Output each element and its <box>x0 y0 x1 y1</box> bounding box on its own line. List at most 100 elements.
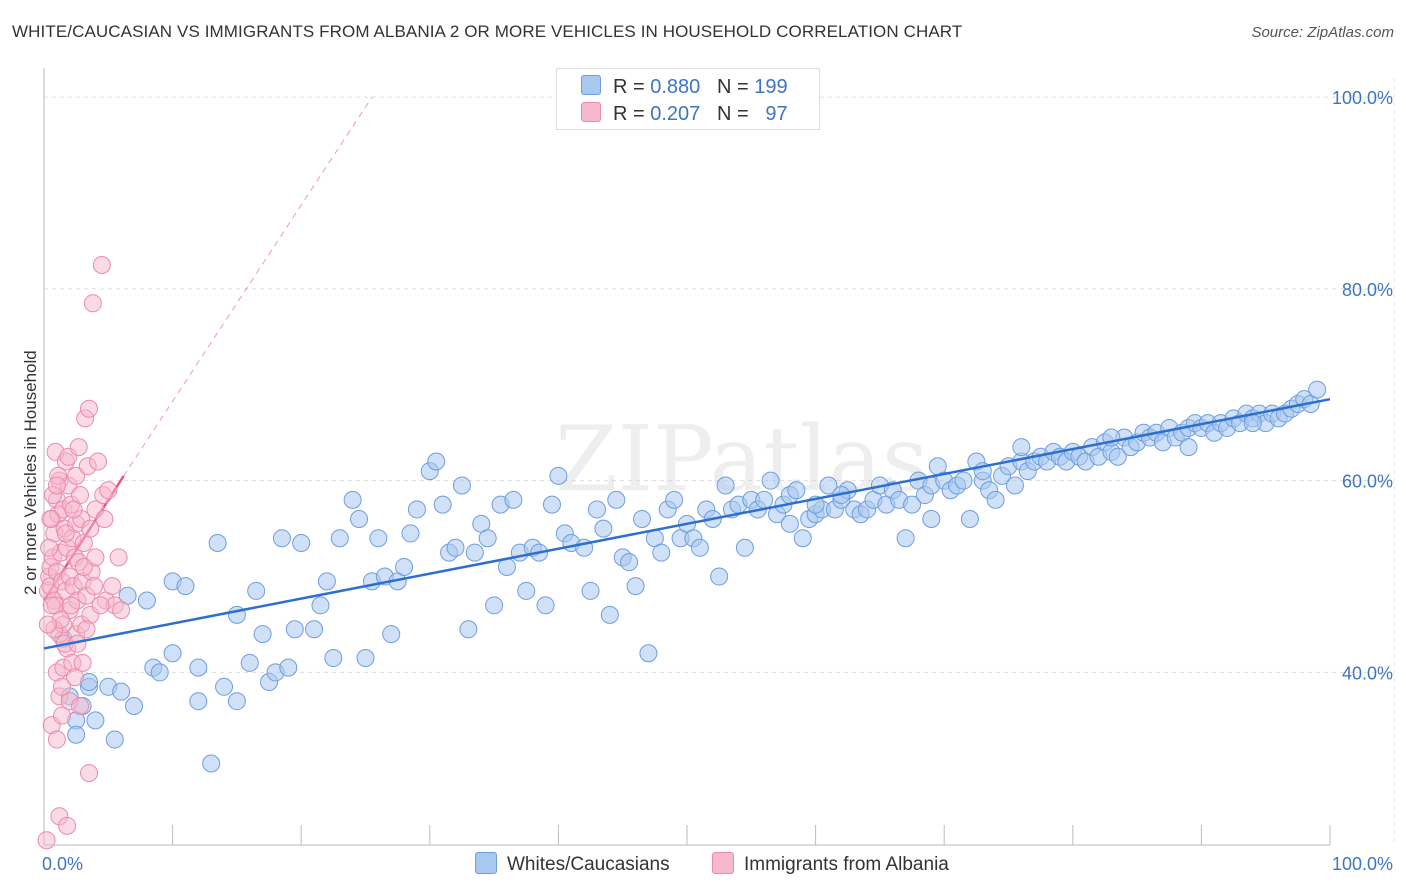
blue-point <box>446 538 465 557</box>
source-label: Source: ZipAtlas.com <box>1251 24 1394 41</box>
pink-point <box>83 294 102 313</box>
blue-point <box>735 538 754 557</box>
blue-point <box>369 529 388 548</box>
y-tick-label: 40.0% <box>1342 663 1393 683</box>
blue-point <box>626 577 645 596</box>
pink-point <box>80 399 99 418</box>
pink-point <box>91 596 110 615</box>
blue-point <box>67 725 86 744</box>
blue-point <box>202 754 221 773</box>
y-tick-label: 60.0% <box>1342 472 1393 492</box>
blue-point <box>305 620 324 639</box>
blue-point <box>986 490 1005 509</box>
n-value: 97 <box>765 103 788 125</box>
blue-point <box>819 476 838 495</box>
blue-point <box>317 572 336 591</box>
axes <box>43 68 1331 846</box>
blue-point <box>690 538 709 557</box>
blue-point <box>433 495 452 514</box>
blue-point <box>1012 438 1031 457</box>
blue-point <box>163 644 182 663</box>
pink-point <box>67 466 86 485</box>
blue-point <box>594 519 613 538</box>
legend-row-whites: R = 0.880 N = 199 <box>581 75 788 99</box>
n-value: 199 <box>754 76 788 98</box>
legend-item-whites[interactable]: Whites/Caucasians <box>475 852 670 876</box>
blue-point <box>292 533 311 552</box>
pink-point <box>62 596 81 615</box>
pink-point <box>71 696 90 715</box>
pink-point <box>41 510 60 529</box>
pink-point <box>37 831 56 850</box>
legend-item-albania[interactable]: Immigrants from Albania <box>712 852 949 876</box>
pink-point <box>53 706 72 725</box>
y-axis-label: 2 or more Vehicles in Household <box>21 350 40 595</box>
pink-point <box>73 653 92 672</box>
blue-point <box>485 596 504 615</box>
blue-point <box>86 711 105 730</box>
blue-point <box>1243 414 1262 433</box>
blue-point <box>227 692 246 711</box>
blue-swatch <box>581 75 601 95</box>
blue-point <box>137 591 156 610</box>
pink-point <box>86 548 105 567</box>
blue-point <box>652 543 671 562</box>
blue-point <box>452 476 471 495</box>
pink-trend-extension <box>123 96 373 477</box>
pink-point <box>99 481 118 500</box>
pink-swatch <box>581 102 601 122</box>
blue-point <box>896 529 915 548</box>
blue-point <box>922 510 941 529</box>
blue-trend-segment <box>43 397 1331 650</box>
pink-points <box>37 255 131 850</box>
blue-point <box>755 490 774 509</box>
legend-label: Whites/Caucasians <box>507 854 670 875</box>
blue-point <box>954 471 973 490</box>
blue-point <box>112 682 131 701</box>
blue-point <box>517 581 536 600</box>
r-label: R = <box>613 103 645 125</box>
y-tick-labels: 40.0% 60.0% 80.0% 100.0% <box>1332 88 1393 683</box>
blue-point <box>350 510 369 529</box>
pink-point <box>80 764 99 783</box>
legend-label: Immigrants from Albania <box>744 854 949 875</box>
blue-points <box>54 380 1327 773</box>
blue-point <box>427 452 446 471</box>
blue-point <box>607 490 626 509</box>
blue-point <box>793 529 812 548</box>
legend-row-albania: R = 0.207 N = 97 <box>581 102 788 126</box>
blue-point <box>105 730 124 749</box>
blue-point <box>960 510 979 529</box>
pink-point <box>38 615 57 634</box>
pink-point <box>47 476 66 495</box>
blue-point <box>600 605 619 624</box>
r-label: R = <box>613 76 645 98</box>
pink-point <box>109 548 128 567</box>
pink-point <box>92 255 111 274</box>
r-value: 0.207 <box>650 103 701 125</box>
blue-point <box>382 625 401 644</box>
blue-point <box>459 620 478 639</box>
blue-point <box>356 649 375 668</box>
blue-point <box>903 495 922 514</box>
blue-point <box>780 514 799 533</box>
pink-point <box>58 816 77 835</box>
blue-point <box>407 500 426 519</box>
blue-point <box>253 625 272 644</box>
pink-point <box>42 596 61 615</box>
pink-swatch <box>712 852 734 874</box>
blue-point <box>632 510 651 529</box>
x-tick-label: 0.0% <box>42 854 83 874</box>
y-tick-label: 80.0% <box>1342 280 1393 300</box>
pink-point <box>74 557 93 576</box>
blue-point <box>1108 447 1127 466</box>
blue-point <box>1179 438 1198 457</box>
pink-point <box>112 601 131 620</box>
blue-point <box>240 653 259 672</box>
n-label: N = <box>716 103 749 125</box>
n-label: N = <box>716 76 749 98</box>
pink-point <box>103 577 122 596</box>
pink-point <box>69 438 88 457</box>
blue-point <box>215 677 234 696</box>
blue-point <box>401 524 420 543</box>
